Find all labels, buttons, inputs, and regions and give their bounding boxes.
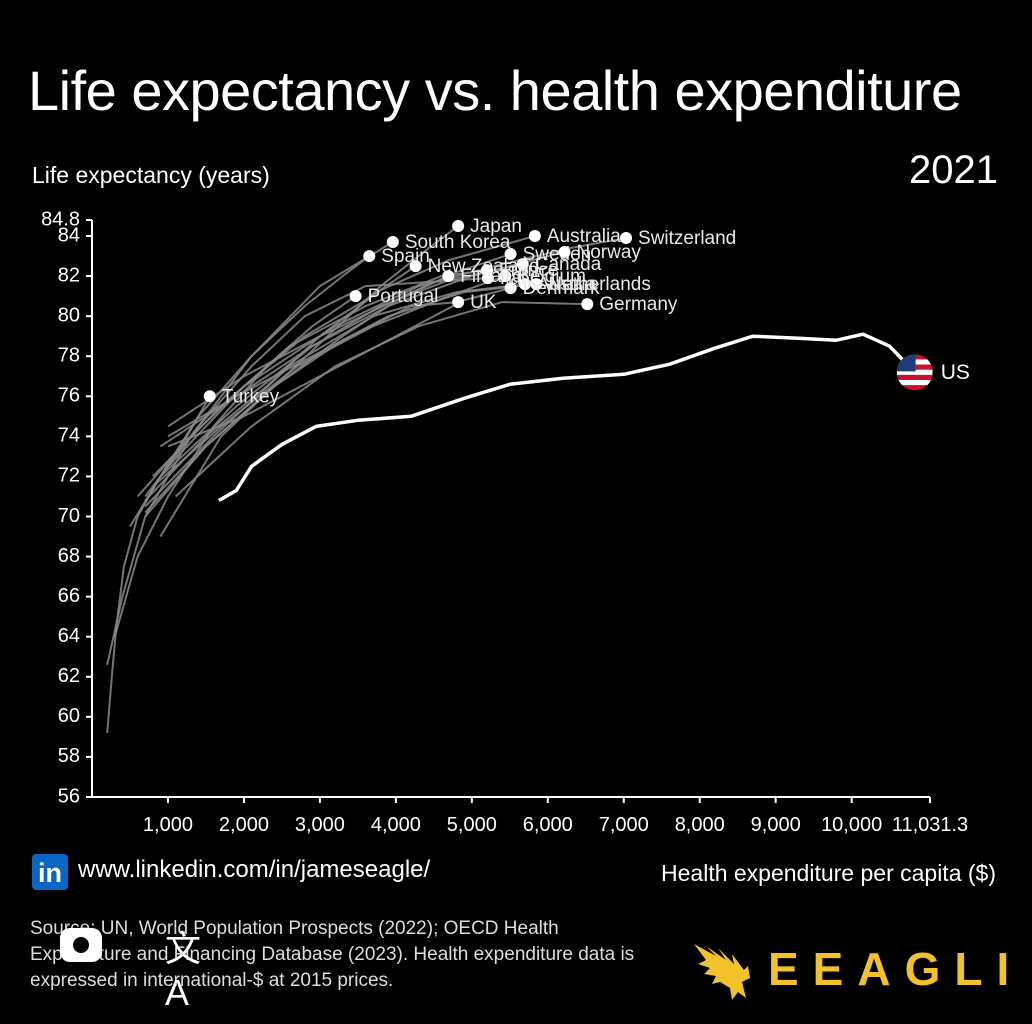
y-tick-label: 70 [58, 505, 80, 527]
point-label-denmark: Denmark [523, 278, 601, 299]
eagle-icon [694, 944, 750, 1000]
translate-icon[interactable]: 文A [165, 928, 202, 1013]
point-belgium [499, 270, 512, 283]
point-spain [363, 250, 376, 263]
y-tick-label: 56 [58, 785, 80, 807]
point-denmark [504, 282, 517, 295]
camera-icon[interactable] [60, 928, 102, 962]
point-japan [452, 220, 465, 233]
x-tick-label: 4,000 [371, 814, 421, 836]
point-label-italy: Italy [500, 268, 535, 289]
point-label-japan: Japan [470, 216, 522, 237]
y-tick-label: 68 [58, 545, 80, 567]
series-line-canada [159, 263, 523, 478]
series-line-uk [144, 301, 459, 514]
x-tick-label: 2,000 [219, 814, 269, 836]
point-label-us: US [941, 361, 970, 384]
x-tick-label: 1,000 [143, 814, 193, 836]
y-tick-label: 60 [58, 705, 80, 727]
point-label-spain: Spain [381, 246, 430, 267]
x-tick-label: 10,000 [821, 814, 882, 836]
point-turkey [203, 390, 216, 403]
y-tick-label: 66 [58, 585, 80, 607]
point-label-australia: Australia [547, 226, 621, 247]
y-tick-label: 84.8 [41, 208, 80, 230]
series-line-south-korea [106, 241, 394, 666]
series-line-italy [144, 277, 488, 498]
point-label-netherlands: Netherlands [548, 274, 650, 295]
x-tick-label: 6,000 [523, 814, 573, 836]
series-line-portugal [113, 295, 357, 637]
point-label-norway: Norway [577, 242, 642, 263]
y-tick-label: 58 [58, 745, 80, 767]
point-label-south-korea: South Korea [405, 232, 511, 253]
point-label-france: France [499, 260, 558, 281]
point-austria [519, 278, 532, 291]
y-tick-label: 84 [58, 224, 80, 246]
point-uk [452, 296, 465, 309]
point-finland [442, 270, 455, 283]
point-label-sweden: Sweden [523, 244, 592, 265]
point-france [481, 264, 494, 277]
point-label-germany: Germany [599, 294, 678, 315]
brand-logo: EEAGLI [692, 938, 1009, 1002]
x-tick-label: 9,000 [751, 814, 801, 836]
series-line-us [218, 332, 916, 503]
series-line-germany [174, 301, 588, 498]
y-tick-label: 76 [58, 385, 80, 407]
x-tick-label: 8,000 [675, 814, 725, 836]
point-sweden [504, 248, 517, 261]
linkedin-icon[interactable]: in [32, 854, 68, 890]
point-label-canada: Canada [535, 254, 602, 275]
point-netherlands [530, 278, 543, 291]
point-new-zealand [409, 260, 422, 273]
y-tick-label: 82 [58, 264, 80, 286]
x-axis-title: Health expenditure per capita ($) [661, 860, 996, 886]
x-tick-label: 3,000 [295, 814, 345, 836]
point-label-switzerland: Switzerland [638, 228, 736, 249]
y-axis-title: Life expectancy (years) [32, 162, 270, 188]
overlay-toolbar: 文A [60, 926, 210, 1013]
us-flag-icon [896, 354, 933, 391]
point-norway [558, 246, 571, 259]
point-south-korea [386, 236, 399, 249]
y-tick-label: 80 [58, 304, 80, 326]
point-label-uk: UK [470, 292, 497, 313]
series-line-sweden [167, 253, 511, 428]
y-tick-label: 72 [58, 465, 80, 487]
brand-name: EEAGLI [768, 943, 1024, 995]
point-label-portugal: Portugal [368, 286, 439, 307]
x-tick-label: 7,000 [599, 814, 649, 836]
linkedin-url[interactable]: www.linkedin.com/in/jameseagle/ [78, 856, 431, 883]
source-note: Source: UN, World Population Prospects (… [30, 918, 635, 991]
y-tick-label: 74 [58, 425, 80, 447]
point-label-turkey: Turkey [222, 386, 280, 407]
chart-title: Life expectancy vs. health expenditure [28, 59, 962, 122]
x-tick-label: 5,000 [447, 814, 497, 836]
x-tick-label: 11,031.3 [892, 814, 968, 836]
series-line-turkey [106, 395, 211, 733]
point-portugal [349, 290, 362, 303]
y-tick-label: 78 [58, 345, 80, 367]
point-germany [581, 298, 594, 311]
point-australia [528, 230, 541, 243]
y-tick-label: 64 [58, 625, 80, 647]
year-label: 2021 [909, 148, 998, 192]
y-tick-label: 62 [58, 665, 80, 687]
point-canada [516, 258, 529, 271]
point-label-austria: Austria [537, 274, 597, 295]
series-line-belgium [152, 275, 506, 488]
point-switzerland [620, 232, 633, 245]
